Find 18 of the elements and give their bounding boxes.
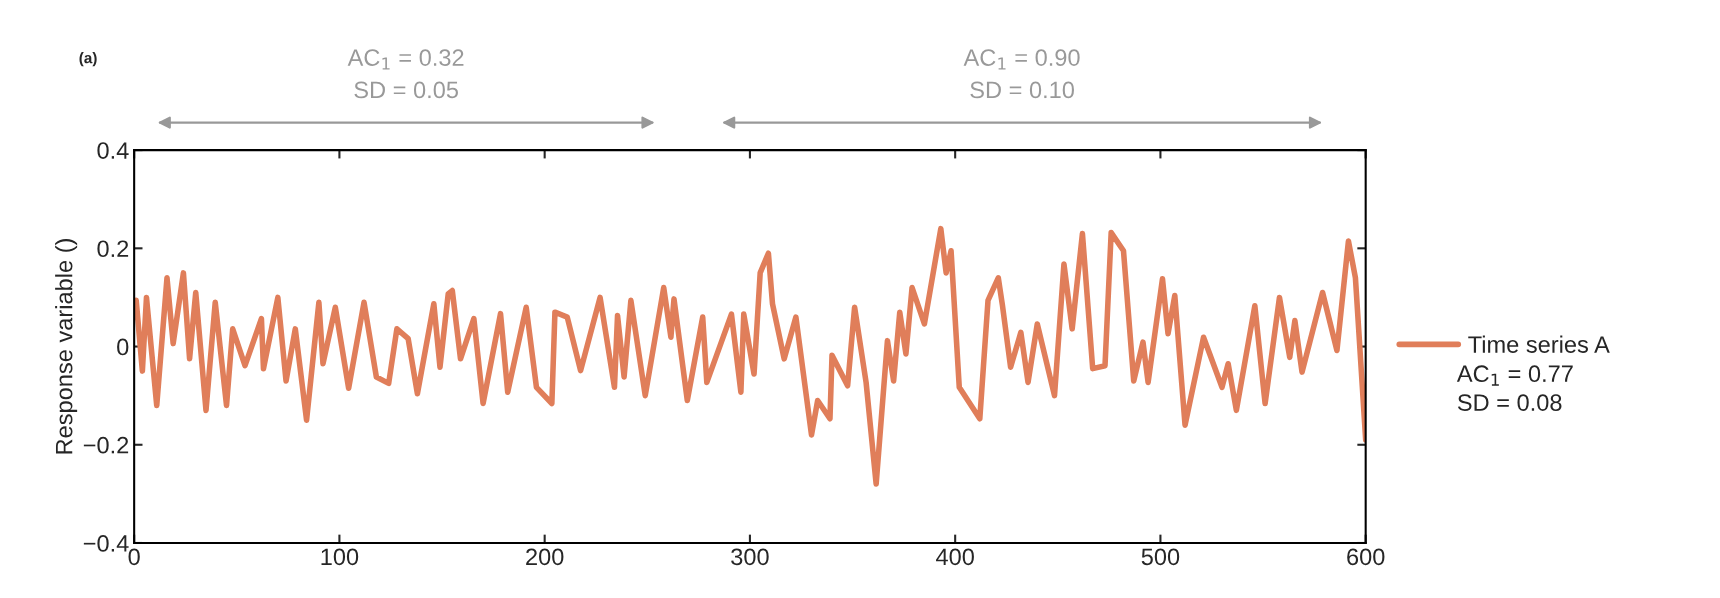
y-tick-label: 0.4 bbox=[97, 142, 129, 159]
chart-title: (a) bbox=[79, 52, 97, 67]
x-tick-label: 600 bbox=[1347, 548, 1385, 566]
x-tick-label: 100 bbox=[321, 548, 359, 566]
x-tick-label: 400 bbox=[936, 548, 974, 566]
x-tick-label: 200 bbox=[526, 548, 564, 566]
x-tick-label: 500 bbox=[1141, 548, 1180, 566]
y-tick-label: 0.2 bbox=[97, 240, 129, 258]
y-tick-label: −0.2 bbox=[83, 436, 129, 454]
x-tick-label: 300 bbox=[731, 548, 769, 566]
text: AC$_{1}$ = 0.90 SD = 0.10 bbox=[963, 49, 1080, 99]
y-tick-label: 0 bbox=[117, 338, 129, 356]
legend-label: Time series A bbox=[1468, 335, 1610, 353]
text: AC$_{1}$ = 0.32 SD = 0.05 bbox=[347, 49, 464, 99]
y-axis-title: Response variable () bbox=[55, 239, 78, 454]
x-tick-label: 0 bbox=[128, 548, 140, 566]
text: AC$_{1}$ = 0.77 SD = 0.08 bbox=[1456, 365, 1573, 411]
y-tick-label: −0.4 bbox=[83, 535, 129, 552]
